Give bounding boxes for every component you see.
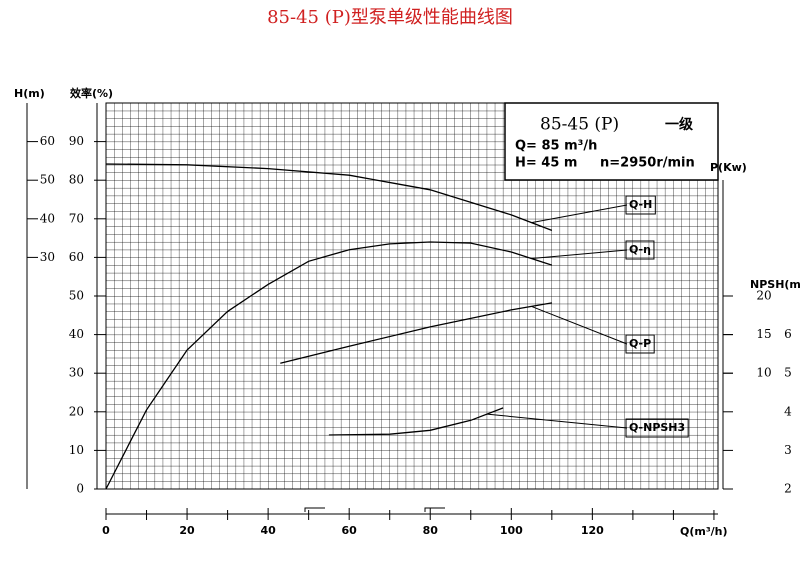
y-tick-label: 50 — [40, 173, 55, 187]
legend-label: Q-P — [629, 337, 651, 350]
y-tick-label: 30 — [40, 250, 55, 264]
y-tick-label: 80 — [69, 173, 84, 187]
y-tick-label: 60 — [69, 250, 84, 264]
leader-line — [486, 413, 628, 429]
curve — [105, 241, 553, 490]
x-tick-label: 60 — [342, 524, 358, 537]
axis-title: Q(m³/h) — [680, 525, 728, 538]
info-flow: Q= 85 m³/h — [515, 139, 597, 154]
y-tick-label: 40 — [69, 327, 84, 341]
legend-box — [625, 418, 689, 438]
y-tick-label: 15 — [756, 327, 771, 341]
x-tick-label: 20 — [179, 524, 195, 537]
x-tick-label: 40 — [260, 524, 276, 537]
y-tick-label: 50 — [69, 289, 84, 303]
y-tick-label: 20 — [69, 404, 84, 418]
y-tick-label: 30 — [69, 366, 84, 380]
curve — [280, 302, 552, 364]
y-tick-label: 3 — [784, 443, 792, 457]
y-tick-label: 20 — [756, 289, 771, 303]
legend-box — [625, 195, 656, 215]
y-tick-label: 0 — [76, 482, 84, 496]
info-box — [504, 102, 719, 181]
y-tick-label: 6 — [784, 327, 792, 341]
x-tick-label: 0 — [102, 524, 110, 537]
curve — [105, 163, 553, 232]
y-tick-label: 4 — [784, 404, 792, 418]
y-tick-label: 40 — [40, 211, 55, 225]
y-tick-label: 10 — [756, 366, 771, 380]
x-tick-label: 80 — [423, 524, 439, 537]
y-tick-label: 60 — [40, 134, 55, 148]
leader-line — [531, 305, 628, 345]
x-tick-label: 100 — [500, 524, 523, 537]
info-model: 85-45 (P) — [540, 115, 619, 135]
legend-box — [625, 240, 655, 260]
y-tick-label: 70 — [69, 211, 84, 225]
axis-title: 效率(%) — [70, 86, 113, 100]
y-tick-label: 10 — [69, 443, 84, 457]
chart-title: 85-45 (P)型泵单级性能曲线图 — [267, 7, 513, 28]
legend-label: Q-η — [629, 243, 651, 256]
y-tick-label: 5 — [784, 366, 792, 380]
axis-title: H(m) — [14, 87, 45, 100]
info-head: H= 45 m — [515, 156, 577, 171]
info-stage: 一级 — [665, 116, 694, 133]
y-tick-label: 2 — [784, 482, 792, 496]
leader-line — [531, 204, 628, 224]
x-tick-label: 120 — [581, 524, 604, 537]
axis-title: P(Kw) — [710, 161, 747, 174]
legend-box — [625, 334, 655, 354]
decor — [304, 507, 445, 512]
axis-title: NPSH(m) — [750, 278, 800, 291]
legend-label: Q-NPSH3 — [629, 421, 685, 434]
legend-label: Q-H — [629, 198, 652, 211]
info-speed: n=2950r/min — [600, 156, 695, 171]
leader-line — [531, 249, 628, 260]
y-tick-label: 90 — [69, 134, 84, 148]
curve — [328, 407, 504, 436]
